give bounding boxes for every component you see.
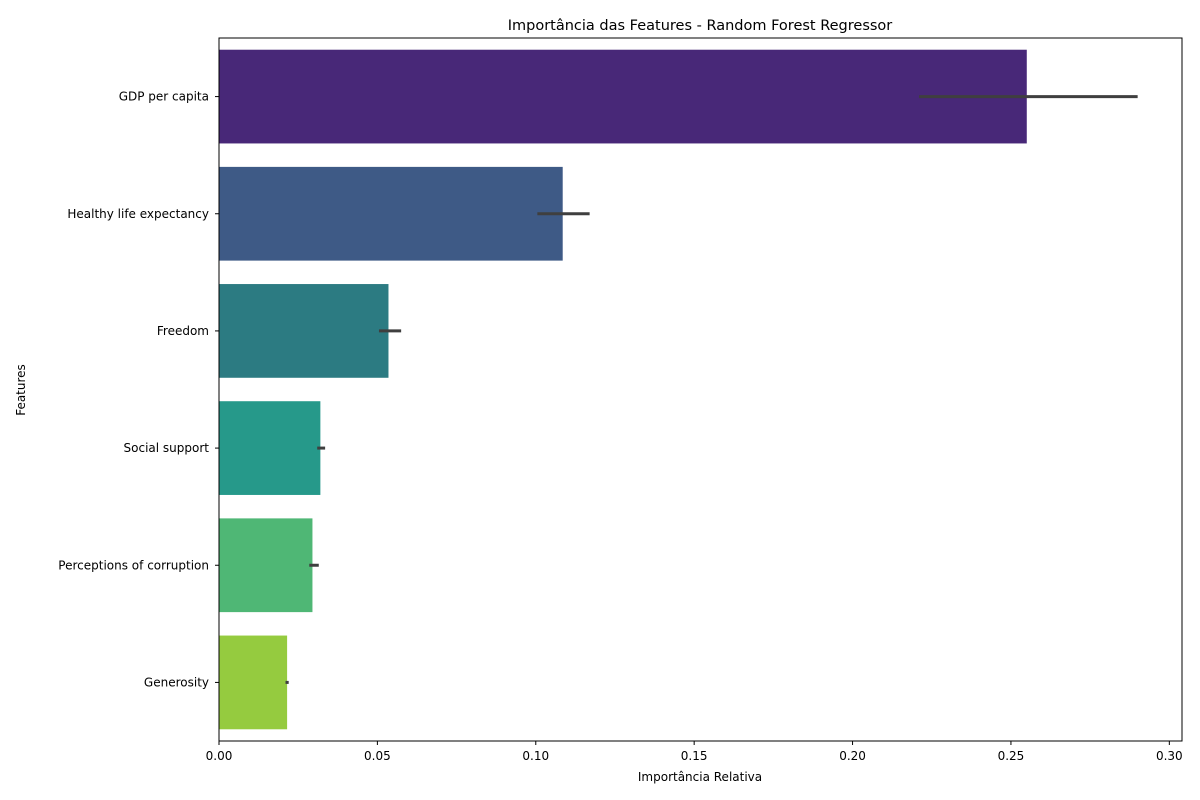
y-tick-label: Freedom bbox=[157, 324, 209, 338]
x-tick-label: 0.30 bbox=[1156, 749, 1183, 763]
y-tick-label: Social support bbox=[124, 441, 210, 455]
x-axis-label: Importância Relativa bbox=[638, 770, 762, 784]
bar-generosity bbox=[219, 635, 288, 730]
x-tick-label: 0.15 bbox=[681, 749, 708, 763]
y-axis-ticks: GDP per capita Healthy life expectancy Fre… bbox=[58, 90, 219, 689]
plot-frame bbox=[218, 37, 1183, 742]
y-tick-label: Perceptions of corruption bbox=[58, 558, 209, 572]
y-tick-label: Generosity bbox=[144, 675, 209, 689]
y-tick-label: GDP per capita bbox=[119, 90, 209, 104]
x-tick-label: 0.05 bbox=[364, 749, 391, 763]
x-tick-label: 0.10 bbox=[522, 749, 549, 763]
bar-healthy-life-expectancy bbox=[219, 166, 563, 261]
bar-freedom bbox=[219, 284, 389, 378]
y-tick-label: Healthy life expectancy bbox=[67, 207, 209, 221]
x-axis-ticks: 0.00 0.05 0.10 0.15 0.20 0.25 0.30 bbox=[206, 741, 1183, 763]
bar-gdp-per-capita bbox=[219, 49, 1027, 144]
error-bars-group bbox=[285, 95, 1138, 684]
x-tick-label: 0.20 bbox=[839, 749, 866, 763]
chart-title: Importância das Features - Random Forest… bbox=[508, 18, 893, 34]
bar-perceptions-of-corruption bbox=[219, 518, 313, 613]
y-axis-label: Features bbox=[14, 364, 28, 416]
x-tick-label: 0.00 bbox=[206, 749, 233, 763]
x-tick-label: 0.25 bbox=[998, 749, 1025, 763]
bars-group bbox=[219, 49, 1027, 730]
bar-social-support bbox=[219, 401, 321, 495]
